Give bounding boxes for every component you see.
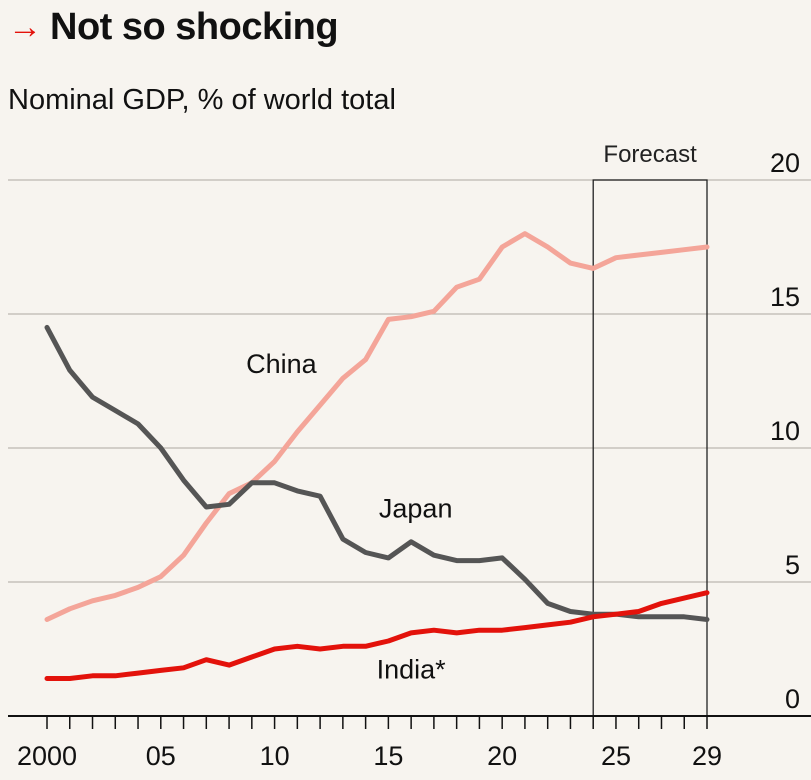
arrow-icon: →	[8, 8, 42, 46]
series-line-china	[44, 231, 710, 622]
series-label-china: China	[246, 349, 318, 379]
series-label-india: India*	[377, 654, 447, 684]
y-tick-label-0: 0	[785, 684, 800, 714]
x-tick-label-25: 25	[601, 741, 631, 771]
y-tick-label-15: 15	[770, 282, 800, 312]
forecast-label: Forecast	[603, 141, 697, 168]
y-tick-label-10: 10	[770, 416, 800, 446]
x-axis: 2000 05 10 15 20 25 29	[8, 715, 811, 771]
chart-title: → Not so shocking	[8, 6, 339, 48]
title-text: Not so shocking	[50, 6, 339, 48]
x-tick-label-29: 29	[692, 741, 722, 771]
y-axis-labels: 0 5 10 15 20	[770, 148, 800, 714]
x-tick-label-15: 15	[373, 741, 403, 771]
series-labels: China Japan India*	[246, 349, 452, 685]
series-label-japan: Japan	[379, 494, 453, 524]
series-line-india	[44, 590, 710, 681]
x-tick-label-05: 05	[146, 741, 176, 771]
y-tick-label-5: 5	[785, 550, 800, 580]
x-tick-label-20: 20	[487, 741, 517, 771]
x-tick-label-2000: 2000	[17, 741, 77, 771]
series-lines	[44, 231, 710, 681]
forecast-region: Forecast	[592, 141, 708, 717]
chart-subtitle: Nominal GDP, % of world total	[8, 84, 396, 116]
y-tick-label-20: 20	[770, 148, 800, 178]
x-tick-label-10: 10	[260, 741, 290, 771]
series-line-japan	[44, 324, 710, 622]
